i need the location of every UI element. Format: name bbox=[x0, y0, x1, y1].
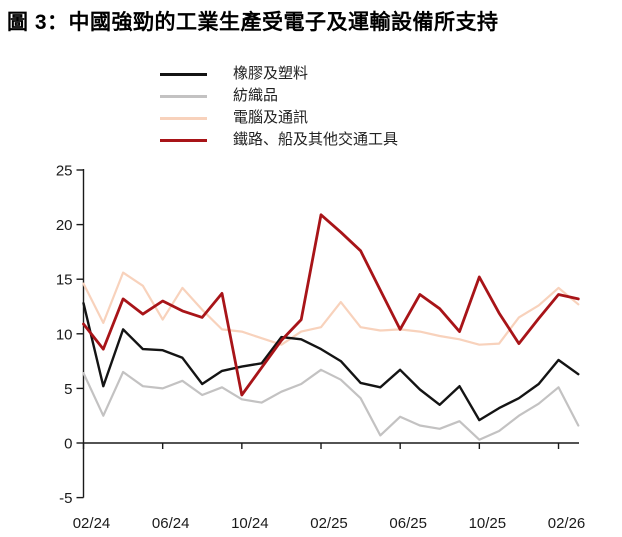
legend-swatch-textiles bbox=[160, 94, 207, 98]
x-tick-label-06/24: 06/24 bbox=[152, 515, 190, 532]
x-tick-label-02/24: 02/24 bbox=[73, 515, 111, 532]
legend-item-textiles: 紡織品 bbox=[160, 85, 398, 107]
y-tick-label-10: 10 bbox=[56, 326, 73, 343]
legend-swatch-rubber-plastics bbox=[160, 72, 207, 76]
legend-label-computers-communications: 電腦及通訊 bbox=[233, 109, 309, 126]
x-tick-label-10/25: 10/25 bbox=[469, 515, 507, 532]
y-tick-label-0: 0 bbox=[64, 436, 72, 453]
x-tick-label-10/24: 10/24 bbox=[231, 515, 269, 532]
chart-legend: 橡膠及塑料紡織品電腦及通訊鐵路、船及其他交通工具 bbox=[160, 63, 398, 151]
legend-swatch-rail-ship-transport bbox=[160, 138, 207, 142]
y-tick-label--5: -5 bbox=[59, 490, 72, 507]
chart-title: 圖 3：中國強勁的工業生產受電子及運輸設備所支持 bbox=[7, 11, 499, 34]
y-tick-label-20: 20 bbox=[56, 217, 73, 234]
line-rail-ship-transport bbox=[82, 213, 580, 397]
x-tick-label-06/25: 06/25 bbox=[389, 515, 427, 532]
legend-label-rubber-plastics: 橡膠及塑料 bbox=[233, 65, 309, 82]
line-computers-communications bbox=[82, 271, 580, 346]
legend-label-rail-ship-transport: 鐵路、船及其他交通工具 bbox=[233, 131, 399, 148]
y-tick-label-5: 5 bbox=[64, 381, 72, 398]
legend-label-textiles: 紡織品 bbox=[233, 87, 279, 104]
x-tick-label-02/26: 02/26 bbox=[548, 515, 586, 532]
line-rubber-plastics bbox=[82, 302, 580, 422]
legend-item-rubber-plastics: 橡膠及塑料 bbox=[160, 63, 398, 85]
legend-swatch-computers-communications bbox=[160, 116, 207, 120]
y-tick-label-25: 25 bbox=[56, 163, 73, 180]
legend-item-rail-ship-transport: 鐵路、船及其他交通工具 bbox=[160, 129, 398, 151]
y-tick-label-15: 15 bbox=[56, 272, 73, 289]
line-textiles bbox=[82, 368, 580, 441]
legend-item-computers-communications: 電腦及通訊 bbox=[160, 107, 398, 129]
x-tick-label-02/25: 02/25 bbox=[310, 515, 348, 532]
